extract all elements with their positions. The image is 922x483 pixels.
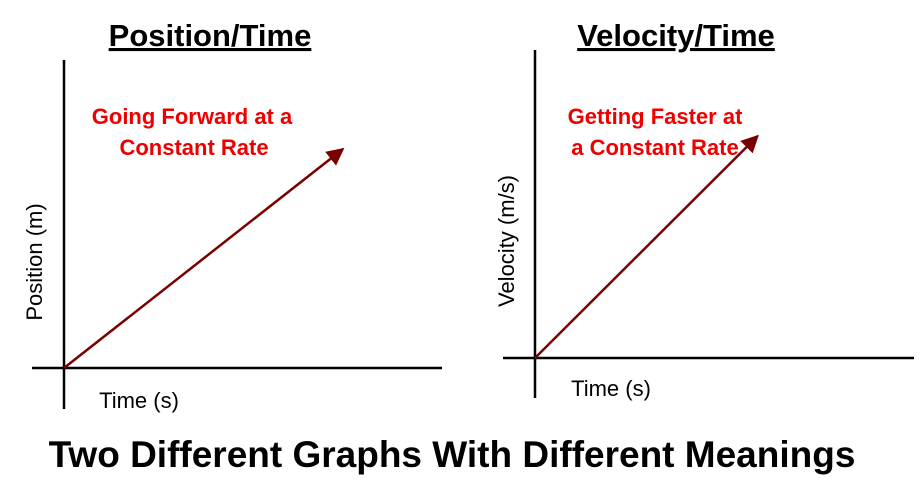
position-annotation-line-2: Constant Rate <box>119 135 268 160</box>
velocity-y-axis-label: Velocity (m/s) <box>494 175 519 307</box>
velocity-time-chart: Velocity/Time Getting Faster at a Consta… <box>494 18 914 401</box>
velocity-annotation-line-1: Getting Faster at <box>568 104 743 129</box>
velocity-annotation-line-2: a Constant Rate <box>571 135 738 160</box>
position-time-chart: Position/Time Going Forward at a Constan… <box>22 18 442 413</box>
page-title: Two Different Graphs With Different Mean… <box>49 434 856 475</box>
velocity-series-line <box>534 134 759 359</box>
velocity-x-axis-label: Time (s) <box>571 376 651 401</box>
position-y-axis-label: Position (m) <box>22 203 47 320</box>
velocity-time-title: Velocity/Time <box>577 18 775 53</box>
position-x-axis-label: Time (s) <box>99 388 179 413</box>
position-series-line <box>63 147 345 369</box>
position-time-title: Position/Time <box>109 18 312 53</box>
position-annotation-line-1: Going Forward at a <box>92 104 293 129</box>
